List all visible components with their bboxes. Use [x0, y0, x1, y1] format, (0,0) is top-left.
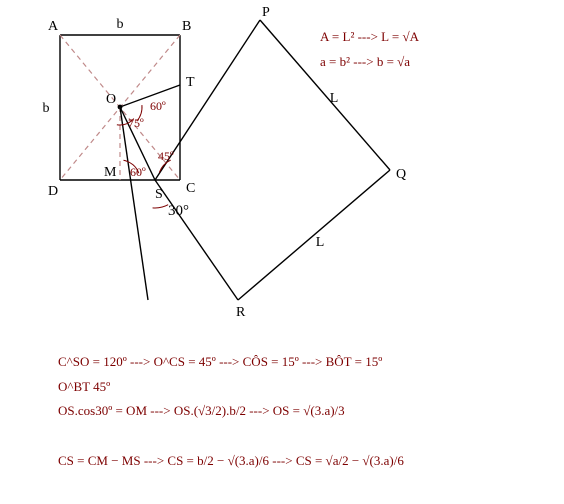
svg-text:D: D	[48, 184, 58, 199]
bottom-eq-line: O^BT 45º	[58, 375, 404, 400]
svg-text:Q: Q	[396, 167, 406, 182]
svg-text:S: S	[155, 187, 163, 202]
bottom-equations: C^SO = 120º ---> O^CS = 45º ---> CÔS = 1…	[58, 350, 404, 473]
svg-text:T: T	[186, 75, 195, 90]
top-eq-line: A = L² ---> L = √A	[320, 25, 419, 50]
svg-text:L: L	[316, 235, 325, 250]
svg-text:M: M	[104, 165, 117, 180]
bottom-eq-line: CS = CM − MS ---> CS = b/2 − √(3.a)/6 --…	[58, 449, 404, 474]
svg-text:L: L	[330, 91, 339, 106]
svg-text:R: R	[236, 305, 246, 320]
svg-text:P: P	[262, 5, 270, 20]
geometry-diagram: A B C D P Q R S O T Mb b L L 60º 75º 45º 60º 30°	[0, 0, 564, 330]
svg-text:O: O	[106, 92, 116, 107]
svg-text:A: A	[48, 19, 59, 34]
bottom-eq-line	[58, 424, 404, 449]
svg-text:b: b	[43, 101, 50, 116]
svg-text:60º: 60º	[150, 99, 166, 113]
svg-text:B: B	[182, 19, 191, 34]
svg-text:75º: 75º	[128, 116, 144, 130]
angle-arc-near_30	[153, 205, 169, 208]
svg-text:30°: 30°	[168, 203, 189, 219]
svg-text:60º: 60º	[130, 165, 146, 179]
svg-text:45º: 45º	[158, 149, 174, 163]
top-equations: A = L² ---> L = √Aa = b² ---> b = √a	[320, 25, 419, 74]
bottom-eq-line: C^SO = 120º ---> O^CS = 45º ---> CÔS = 1…	[58, 350, 404, 375]
top-eq-line: a = b² ---> b = √a	[320, 50, 419, 75]
svg-text:C: C	[186, 181, 195, 196]
bottom-eq-line: OS.cos30º = OM ---> OS.(√3/2).b/2 ---> O…	[58, 399, 404, 424]
svg-text:b: b	[117, 17, 124, 32]
